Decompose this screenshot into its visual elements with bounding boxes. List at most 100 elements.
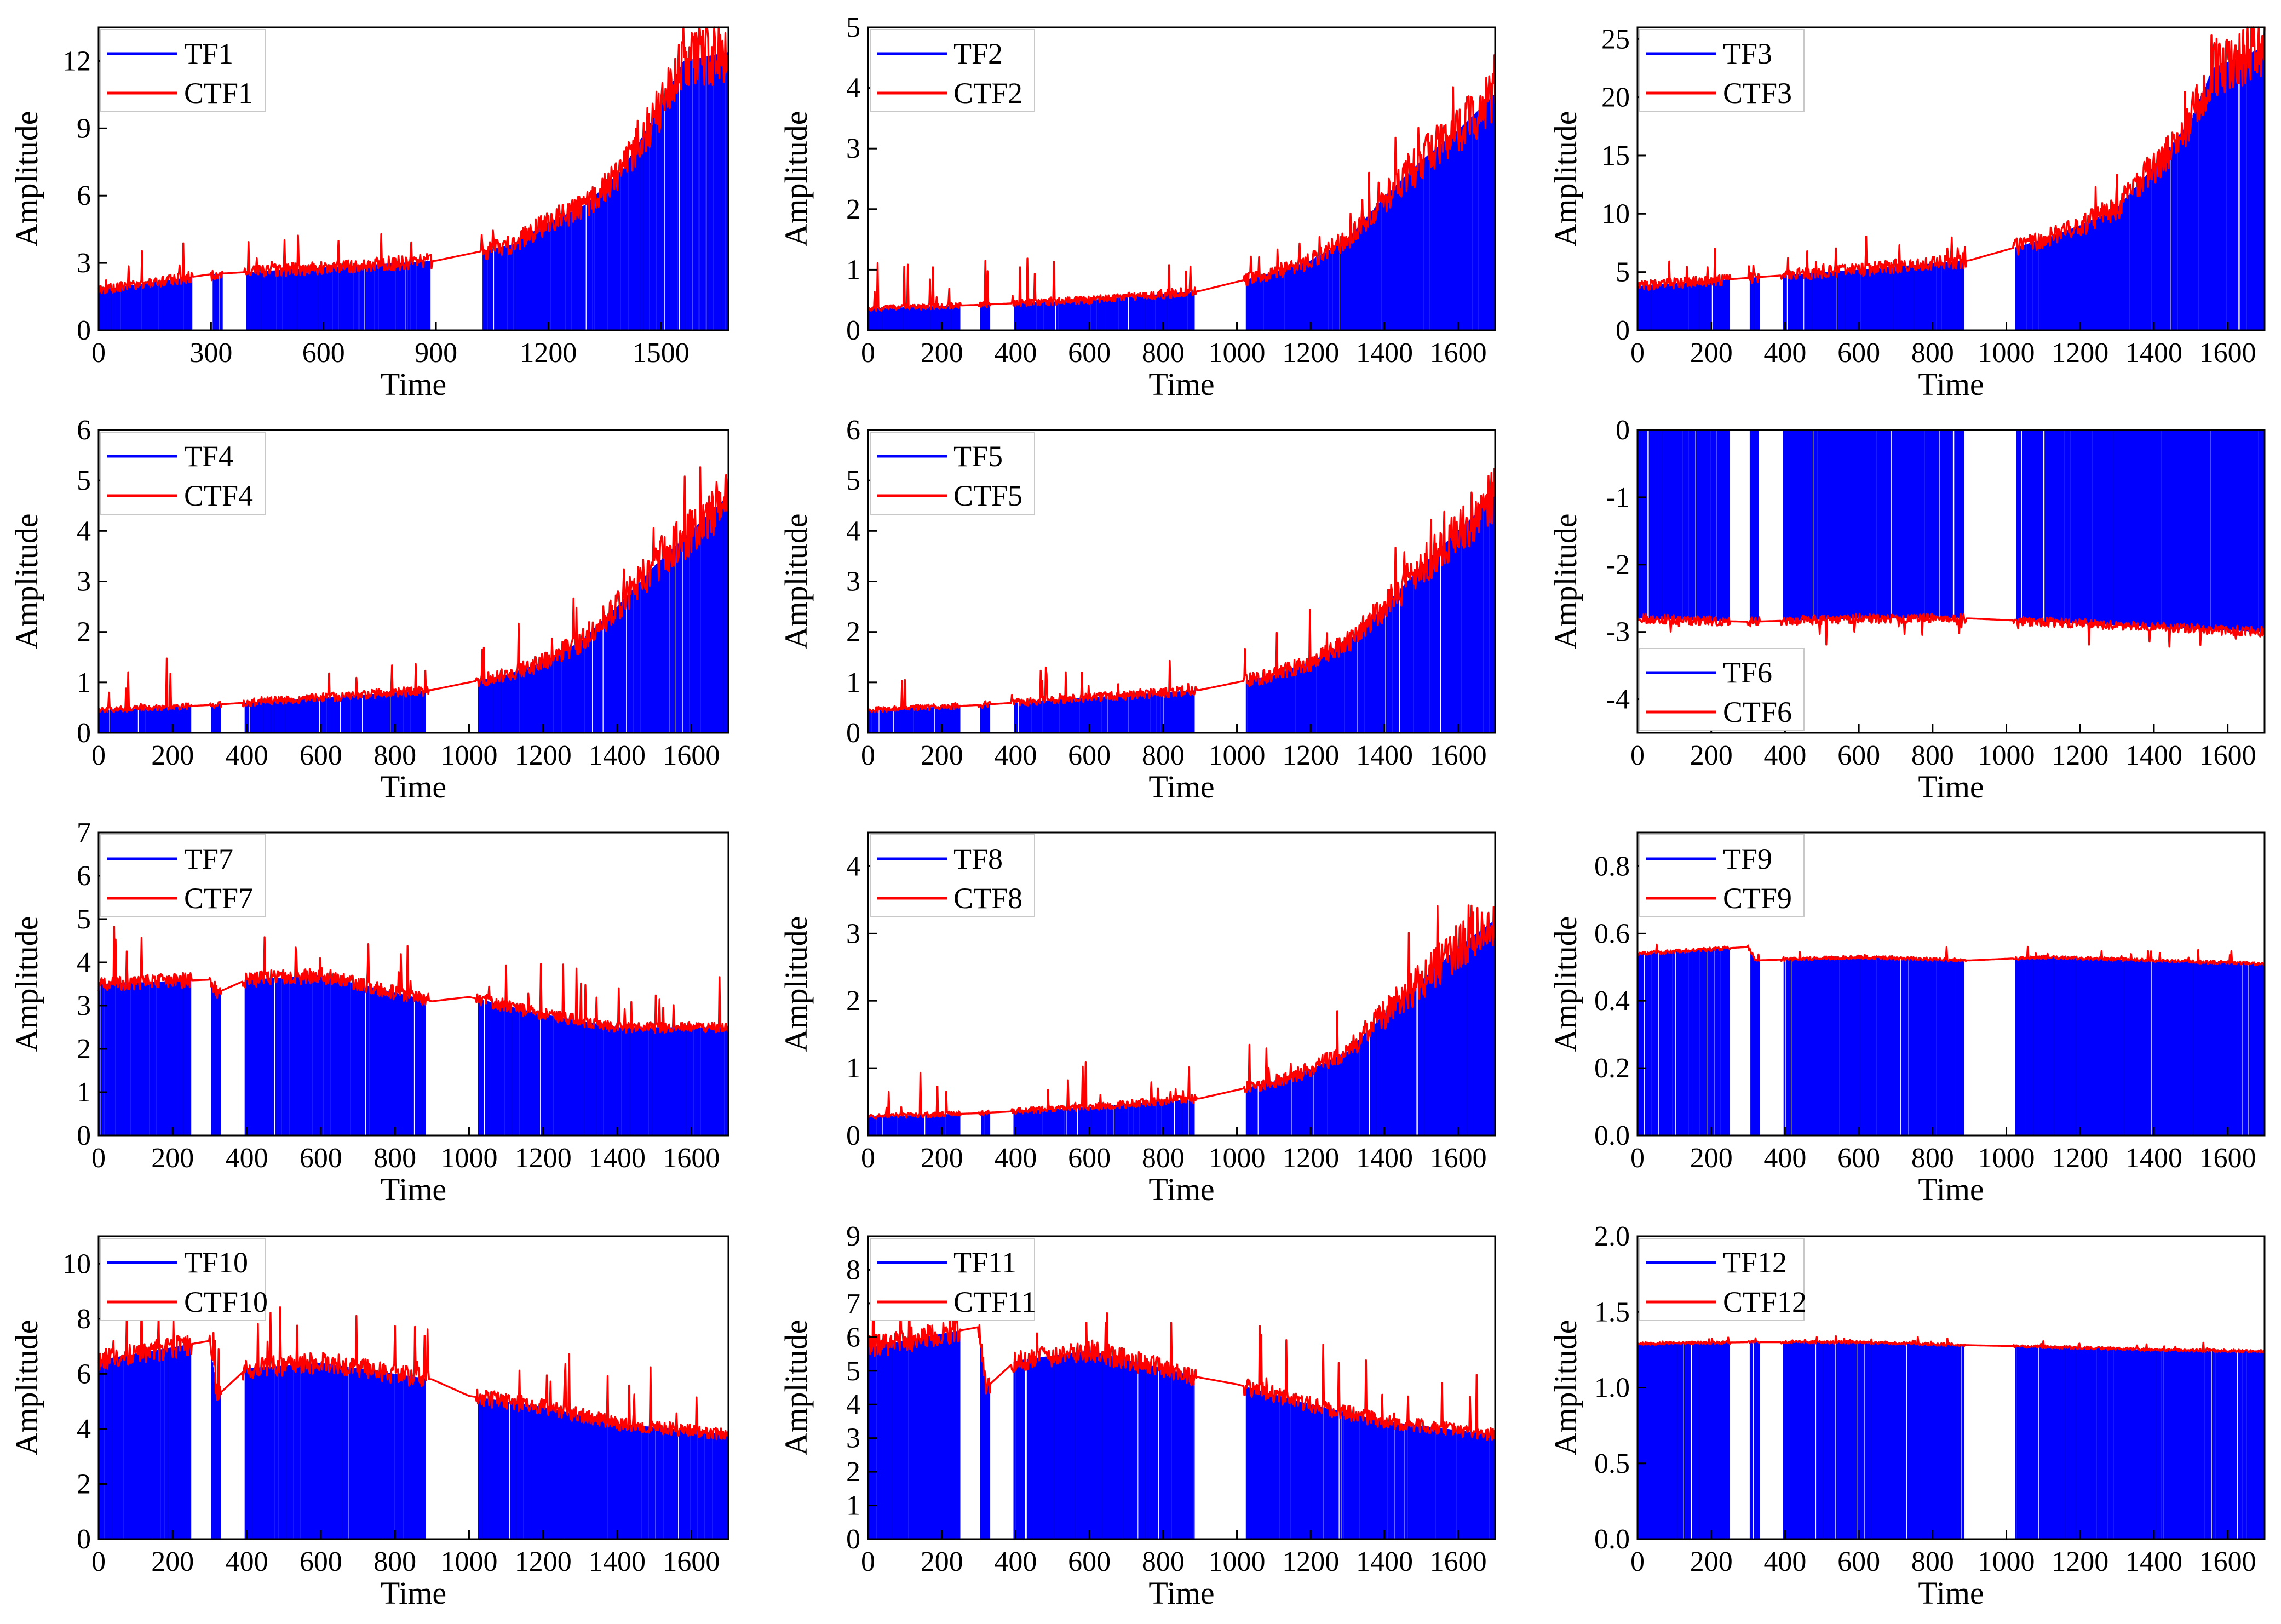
x-tick-label: 900 — [415, 337, 457, 369]
y-tick-label: 4 — [77, 515, 91, 547]
y-tick-label: 0 — [1616, 315, 1630, 346]
x-tick-label: 0 — [861, 740, 875, 771]
y-tick-label: -2 — [1606, 549, 1630, 581]
y-tick-label: 0 — [846, 718, 860, 749]
legend-label-tf2: TF2 — [953, 37, 1003, 70]
legend-box — [1639, 834, 1805, 917]
x-tick-label: 1200 — [2052, 1143, 2108, 1174]
x-tick-label: 1200 — [1282, 337, 1339, 369]
legend-label-ctf7: CTF7 — [184, 882, 253, 915]
x-tick-label: 1200 — [2052, 740, 2108, 771]
legend-label-tf12: TF12 — [1723, 1246, 1787, 1279]
x-tick-label: 1200 — [1282, 740, 1339, 771]
legend: TF7 CTF7 — [100, 834, 266, 917]
legend-box — [100, 432, 266, 515]
x-tick-label: 1600 — [2199, 1143, 2256, 1174]
y-tick-label: 0 — [77, 718, 91, 749]
legend: TF5 CTF5 — [870, 432, 1035, 515]
legend-box — [1639, 648, 1805, 731]
legend-label-ctf9: CTF9 — [1723, 882, 1792, 915]
y-tick-label: 6 — [77, 415, 91, 446]
x-axis-title: Time — [1918, 366, 1984, 402]
x-tick-label: 1200 — [515, 1546, 572, 1577]
x-tick-label: 1600 — [1430, 1546, 1487, 1577]
chart-panel-9: 0 200 400 600 800 1000 1200 1400 1600 0.0 0.2 0.4 0.… — [1548, 831, 2266, 1207]
x-tick-label: 0 — [1630, 1546, 1645, 1577]
x-tick-label: 800 — [1911, 337, 1954, 369]
x-tick-label: 0 — [1630, 1143, 1645, 1174]
x-tick-label: 1600 — [1430, 740, 1487, 771]
legend: TF9 CTF9 — [1639, 834, 1805, 917]
series-ctf11 — [867, 1278, 1496, 1441]
legend-box — [870, 29, 1035, 112]
x-tick-label: 1000 — [1978, 1546, 2035, 1577]
y-tick-label: 25 — [1601, 24, 1630, 55]
y-tick-label: 3 — [77, 248, 91, 279]
x-axis-title: Time — [381, 769, 446, 805]
x-tick-label: 600 — [1068, 337, 1111, 369]
x-tick-label: 0 — [861, 1143, 875, 1174]
series-ctf8 — [867, 904, 1496, 1120]
y-tick-label: 20 — [1601, 82, 1630, 113]
x-tick-label: 0 — [861, 1546, 875, 1577]
y-tick-label: 5 — [846, 12, 860, 43]
y-tick-label: 0.0 — [1594, 1524, 1630, 1555]
y-tick-label: 5 — [846, 465, 860, 496]
x-tick-label: 1000 — [440, 740, 497, 771]
x-tick-label: 1600 — [663, 1143, 720, 1174]
y-axis-title: Amplitude — [1548, 1319, 1583, 1455]
x-tick-label: 1400 — [2125, 337, 2182, 369]
y-axis-title: Amplitude — [9, 513, 44, 649]
x-tick-label: 1500 — [633, 337, 690, 369]
x-tick-label: 800 — [374, 1143, 416, 1174]
x-tick-label: 400 — [994, 1143, 1037, 1174]
x-tick-label: 200 — [151, 1546, 194, 1577]
x-tick-label: 0 — [91, 337, 106, 369]
legend-label-tf11: TF11 — [953, 1246, 1016, 1279]
x-tick-label: 1400 — [2125, 1143, 2182, 1174]
legend-label-tf6: TF6 — [1723, 656, 1772, 689]
legend-label-tf4: TF4 — [184, 440, 233, 473]
x-tick-label: 600 — [300, 1143, 342, 1174]
y-tick-label: 0 — [846, 315, 860, 346]
y-axis-title: Amplitude — [778, 1319, 814, 1455]
legend-label-ctf12: CTF12 — [1723, 1286, 1807, 1318]
x-tick-label: 1600 — [1430, 337, 1487, 369]
y-tick-label: 1.0 — [1594, 1373, 1630, 1404]
x-tick-label: 1400 — [1356, 1143, 1413, 1174]
y-tick-label: 2 — [77, 617, 91, 648]
x-tick-label: 800 — [1142, 1143, 1185, 1174]
legend-label-tf3: TF3 — [1723, 37, 1772, 70]
x-axis-title: Time — [381, 1575, 446, 1611]
y-tick-label: 5 — [77, 465, 91, 496]
chart-panel-2: 0 200 400 600 800 1000 1200 1400 1600 0 1 2 3 4 5 Time A… — [778, 12, 1496, 402]
legend-label-tf5: TF5 — [953, 440, 1003, 473]
legend: TF4 CTF4 — [100, 432, 266, 515]
x-tick-label: 1000 — [1209, 1143, 1266, 1174]
x-tick-label: 1200 — [2052, 337, 2108, 369]
legend: TF1 CTF1 — [100, 29, 266, 112]
x-tick-label: 400 — [1763, 337, 1806, 369]
y-tick-label: 10 — [1601, 198, 1630, 229]
x-tick-label: 1000 — [1978, 337, 2035, 369]
x-tick-label: 200 — [921, 1143, 963, 1174]
x-tick-label: 300 — [189, 337, 232, 369]
chart-panel-10: 0 200 400 600 800 1000 1200 1400 1600 0 2 4 6 8 10 Time… — [9, 1235, 729, 1611]
y-tick-label: -4 — [1606, 684, 1630, 715]
y-tick-label: 3 — [846, 133, 860, 164]
x-tick-label: 600 — [1837, 740, 1880, 771]
x-tick-label: 800 — [1911, 740, 1954, 771]
y-tick-label: 4 — [77, 1414, 91, 1445]
x-tick-label: 400 — [1763, 740, 1806, 771]
legend-box — [870, 432, 1035, 515]
y-axis-title: Amplitude — [1548, 111, 1583, 246]
x-tick-label: 400 — [994, 740, 1037, 771]
x-tick-label: 800 — [374, 740, 416, 771]
x-tick-label: 1600 — [1430, 1143, 1487, 1174]
series-tf4 — [97, 496, 729, 733]
y-tick-label: 2 — [846, 1456, 860, 1488]
y-tick-label: 0.8 — [1594, 851, 1630, 882]
x-tick-label: 1200 — [2052, 1546, 2108, 1577]
legend: TF6 CTF6 — [1639, 648, 1805, 731]
x-tick-label: 0 — [91, 1143, 106, 1174]
